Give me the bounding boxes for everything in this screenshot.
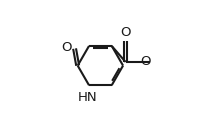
Text: O: O: [62, 41, 72, 54]
Text: O: O: [120, 26, 131, 39]
Text: O: O: [140, 55, 151, 68]
Text: HN: HN: [78, 91, 98, 104]
